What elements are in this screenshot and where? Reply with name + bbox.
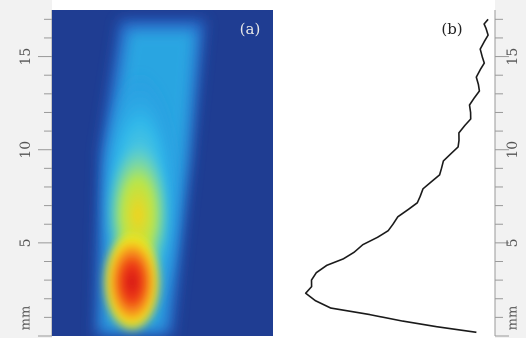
right-axis: 5 10 15 mm: [494, 10, 521, 337]
panel-a-image: [52, 10, 273, 336]
left-unit-label: mm: [19, 306, 34, 331]
right-unit-label: mm: [506, 306, 521, 331]
right-tick-label: 10: [505, 141, 521, 159]
left-tick-label: 15: [18, 48, 34, 66]
panel-b-label: (b): [441, 20, 462, 38]
left-tick-label: 5: [18, 238, 34, 247]
panel-a-label: (a): [240, 20, 261, 38]
panel-b-background: [273, 10, 495, 336]
right-tick-label: 5: [505, 238, 521, 247]
right-tick-label: 15: [505, 48, 521, 66]
profile-line: [304, 18, 489, 334]
plume-hot-core: [102, 230, 162, 334]
left-tick-label: 10: [18, 141, 34, 159]
